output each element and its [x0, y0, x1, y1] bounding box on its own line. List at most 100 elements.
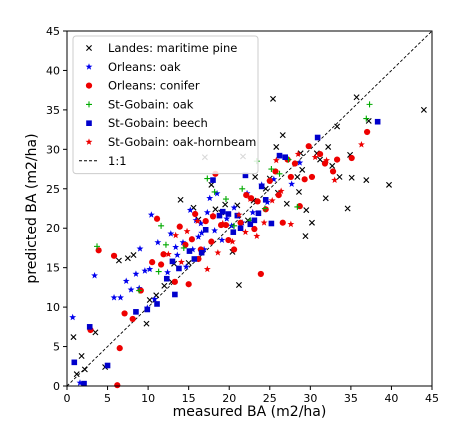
data-point — [209, 212, 217, 219]
data-point — [288, 180, 296, 187]
data-point — [81, 380, 87, 387]
data-point — [202, 227, 209, 233]
data-point — [162, 241, 169, 248]
data-point — [261, 205, 268, 212]
data-point — [363, 115, 370, 122]
data-point — [169, 258, 176, 265]
data-point — [279, 219, 286, 226]
data-point — [167, 230, 175, 237]
data-point — [322, 195, 329, 202]
data-point — [374, 118, 381, 125]
data-point — [183, 227, 191, 235]
data-point — [255, 210, 262, 217]
data-point — [353, 94, 360, 101]
data-point — [299, 166, 306, 173]
data-point — [186, 206, 194, 213]
data-point — [223, 215, 231, 222]
data-point — [249, 208, 257, 216]
data-point — [198, 249, 205, 256]
legend-label: 1:1 — [108, 154, 127, 168]
data-point — [294, 173, 301, 180]
data-point — [348, 154, 355, 162]
x-tick-label: 0 — [64, 392, 71, 405]
data-point — [70, 334, 77, 341]
data-point — [214, 249, 222, 256]
data-point — [251, 225, 258, 233]
data-point — [336, 173, 343, 180]
data-point — [203, 265, 211, 273]
data-point — [268, 166, 275, 173]
data-point — [153, 215, 161, 222]
data-point — [314, 134, 321, 141]
data-point — [317, 156, 324, 163]
data-point — [203, 208, 211, 216]
data-point — [180, 244, 187, 251]
legend: Landes: maritime pine Orleans: oak Orleans… — [72, 35, 259, 175]
data-point — [114, 382, 121, 389]
data-point — [231, 222, 238, 229]
data-point — [420, 106, 427, 113]
x-tick-label: 10 — [141, 392, 155, 405]
data-point — [147, 211, 155, 218]
y-tick-label: 45 — [46, 25, 60, 38]
data-point — [260, 219, 268, 226]
legend-label: St-Gobain: oak-hornbeam — [108, 135, 256, 149]
data-point — [222, 201, 229, 208]
data-point — [133, 309, 139, 315]
data-point — [247, 221, 254, 228]
data-point — [136, 287, 143, 294]
data-point — [208, 238, 215, 245]
x-tick-label: 30 — [303, 392, 317, 405]
data-point — [164, 250, 172, 258]
data-point — [316, 150, 324, 158]
data-point — [258, 183, 265, 190]
x-tick-label: 45 — [425, 392, 439, 405]
data-point — [348, 174, 355, 181]
legend-marker — [86, 101, 92, 108]
data-point — [262, 197, 269, 203]
data-point — [110, 294, 118, 301]
data-point — [191, 256, 198, 262]
data-point — [172, 291, 178, 298]
y-tick-label: 15 — [46, 262, 60, 275]
x-tick-label: 20 — [222, 392, 236, 405]
data-point — [276, 152, 283, 159]
data-point — [172, 243, 180, 251]
data-point — [171, 278, 178, 285]
data-point — [296, 159, 304, 166]
data-point — [206, 194, 214, 202]
data-point — [69, 313, 77, 321]
legend-marker — [86, 120, 92, 126]
data-point — [272, 156, 280, 164]
data-point — [197, 219, 205, 227]
legend-marker — [86, 45, 92, 51]
data-point — [366, 101, 373, 108]
y-tick-label: 20 — [46, 222, 60, 235]
data-point — [177, 258, 185, 266]
data-point — [262, 206, 269, 213]
data-point — [242, 228, 249, 236]
data-point — [308, 219, 315, 226]
data-point — [308, 173, 316, 181]
data-point — [176, 223, 183, 230]
data-point — [242, 172, 249, 179]
data-point — [331, 176, 339, 184]
data-point — [257, 270, 264, 278]
data-point — [202, 218, 209, 225]
y-tick-label: 30 — [46, 143, 60, 156]
data-point — [182, 263, 190, 270]
data-point — [334, 123, 341, 130]
data-point — [154, 301, 160, 307]
data-point — [296, 203, 303, 210]
data-point — [104, 362, 111, 369]
data-point — [210, 177, 216, 183]
data-point — [246, 195, 254, 202]
data-point — [122, 277, 130, 284]
legend-box — [72, 35, 259, 175]
data-point — [334, 156, 341, 163]
data-point — [78, 353, 85, 360]
data-point — [230, 204, 238, 211]
x-tick-label: 40 — [384, 392, 398, 405]
data-point — [311, 153, 319, 161]
